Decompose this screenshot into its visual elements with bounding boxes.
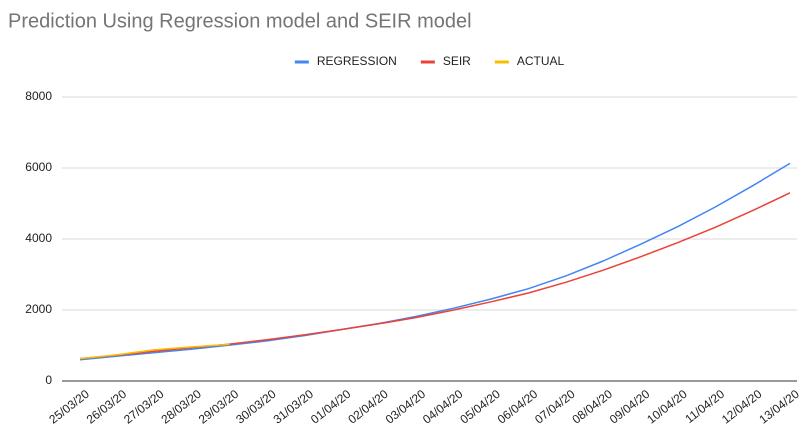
x-tick-label: 13/04/20	[756, 387, 802, 427]
x-tick-label: 07/04/20	[532, 387, 578, 427]
x-tick-label: 26/03/20	[84, 387, 130, 427]
series-line	[79, 343, 230, 360]
x-tick-label: 30/03/20	[233, 387, 279, 427]
x-tick-label: 01/04/20	[308, 387, 354, 427]
series-line	[79, 192, 791, 360]
chart-title: Prediction Using Regression model and SE…	[8, 10, 472, 32]
y-tick-label: 6000	[25, 160, 52, 174]
x-tick-label: 04/04/20	[420, 387, 466, 427]
y-tick-label: 0	[45, 373, 52, 387]
legend-label: SEIR	[443, 54, 471, 68]
legend-label: ACTUAL	[517, 54, 565, 68]
x-tick-label: 06/04/20	[495, 387, 541, 427]
x-tick-label: 29/03/20	[196, 387, 242, 427]
series-line	[79, 162, 791, 361]
x-tick-label: 08/04/20	[570, 387, 616, 427]
x-tick-label: 27/03/20	[121, 387, 167, 427]
y-tick-label: 2000	[25, 302, 52, 316]
y-tick-label: 4000	[25, 231, 52, 245]
x-tick-label: 05/04/20	[457, 387, 503, 427]
x-tick-label: 09/04/20	[607, 387, 653, 427]
x-tick-label: 11/04/20	[682, 387, 727, 426]
x-tick-label: 31/03/20	[271, 387, 317, 427]
x-tick-label: 03/04/20	[383, 387, 429, 427]
x-tick-label: 12/04/20	[719, 387, 765, 427]
x-tick-label: 28/03/20	[158, 387, 204, 427]
legend-label: REGRESSION	[317, 54, 397, 68]
y-tick-label: 8000	[25, 89, 52, 103]
x-tick-label: 25/03/20	[46, 387, 92, 427]
x-tick-label: 10/04/20	[644, 387, 690, 427]
x-tick-label: 02/04/20	[345, 387, 391, 427]
